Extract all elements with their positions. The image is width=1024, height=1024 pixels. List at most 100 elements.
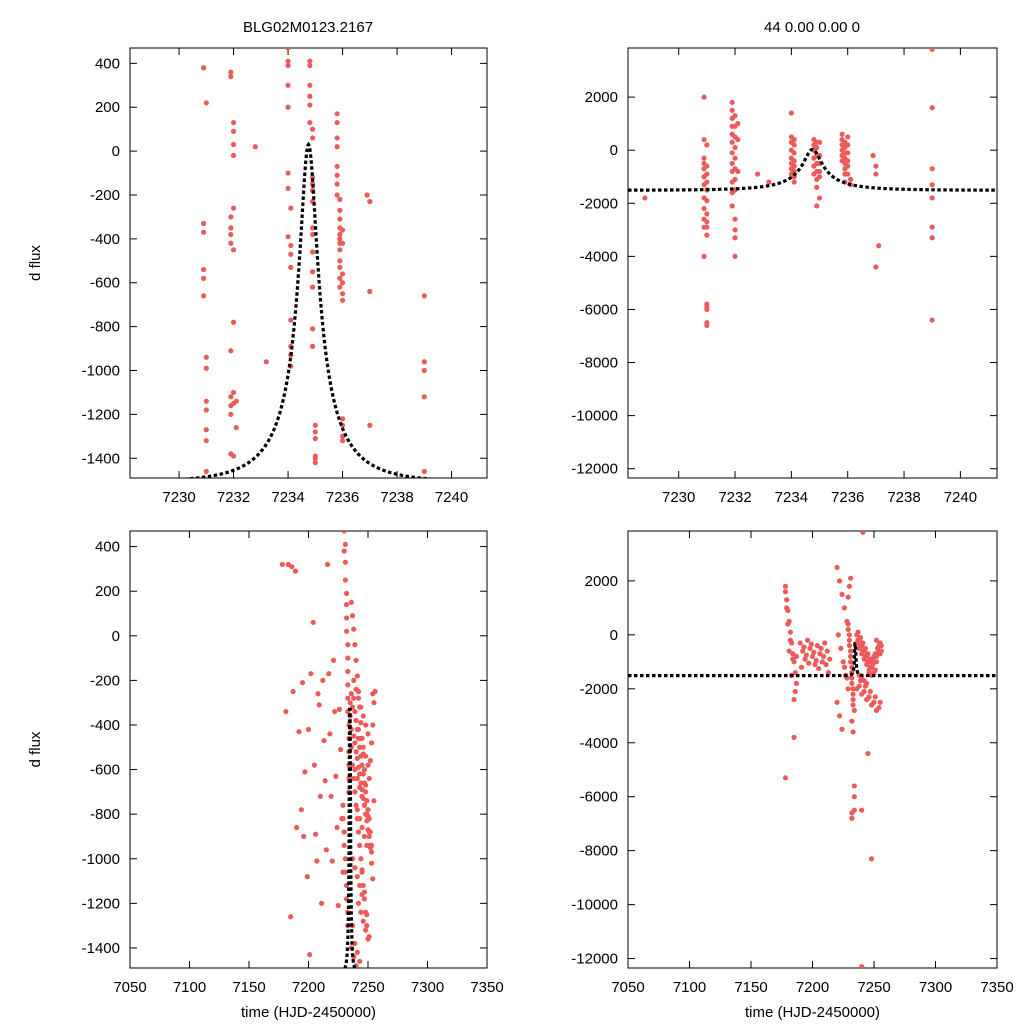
- data-point: [792, 670, 798, 676]
- data-point: [784, 605, 790, 611]
- data-point: [351, 626, 357, 632]
- data-point: [358, 735, 364, 741]
- data-point: [817, 651, 823, 657]
- data-point: [421, 293, 427, 299]
- y-tick-label: -8000: [580, 355, 618, 372]
- data-point: [704, 224, 710, 230]
- data-point: [314, 858, 320, 864]
- data-point: [290, 688, 296, 695]
- data-point: [339, 227, 346, 233]
- x-tick-label: 7240: [944, 489, 977, 506]
- y-tick-label: -6000: [580, 789, 618, 806]
- data-point: [421, 468, 427, 475]
- data-point: [367, 842, 373, 848]
- data-point: [876, 648, 882, 654]
- y-tick-label: -2000: [580, 195, 618, 212]
- data-point: [228, 240, 234, 246]
- y-axis-label: d flux: [27, 731, 44, 767]
- data-point: [791, 163, 797, 169]
- data-point: [811, 649, 817, 655]
- data-point: [868, 856, 875, 862]
- data-point: [704, 163, 710, 169]
- data-point: [366, 775, 372, 782]
- data-point: [309, 284, 316, 290]
- data-point: [200, 275, 207, 281]
- data-point: [802, 656, 808, 662]
- data-point: [370, 722, 376, 728]
- x-tick-label: 7234: [271, 489, 304, 506]
- data-point: [876, 243, 882, 249]
- data-point: [337, 231, 343, 238]
- data-point: [355, 829, 362, 835]
- x-tick-label: 7300: [411, 979, 444, 996]
- x-tick-label: 7238: [887, 489, 920, 506]
- data-point: [704, 306, 710, 313]
- data-point: [704, 219, 710, 225]
- data-point: [361, 766, 368, 773]
- y-tick-label: -8000: [580, 843, 618, 860]
- data-point: [791, 150, 797, 156]
- data-point: [846, 637, 853, 643]
- data-point: [364, 923, 370, 929]
- data-point: [307, 93, 313, 99]
- data-point: [421, 367, 427, 374]
- data-point: [701, 253, 707, 259]
- data-point: [326, 671, 332, 677]
- data-point: [929, 182, 935, 188]
- data-point: [860, 648, 866, 654]
- data-point: [203, 468, 209, 475]
- data-point: [929, 235, 935, 241]
- data-point: [200, 65, 207, 71]
- panel-top_left: 400 200 0 -200 -400 -600 -800 -1000 -1200 -1400 72…: [27, 47, 488, 506]
- data-point: [870, 152, 876, 159]
- data-point: [849, 675, 855, 681]
- x-tick-label: 7234: [775, 489, 808, 506]
- data-point: [200, 220, 207, 227]
- data-point: [312, 422, 318, 428]
- data-point: [824, 648, 830, 654]
- data-point: [847, 176, 854, 182]
- data-point: [337, 284, 343, 290]
- data-point: [352, 740, 358, 746]
- right-title: 44 0.00 0.00 0: [764, 19, 860, 36]
- data-point: [877, 640, 883, 646]
- data-point: [311, 762, 318, 768]
- data-point: [729, 139, 735, 145]
- x-tick-label: 7100: [673, 979, 706, 996]
- data-point: [333, 773, 339, 779]
- data-point: [782, 775, 789, 781]
- data-point: [327, 731, 333, 737]
- data-point: [766, 179, 772, 185]
- data-point: [338, 746, 344, 753]
- data-point: [848, 659, 854, 665]
- plot-frame: [129, 530, 488, 969]
- data-point: [348, 599, 354, 605]
- data-point: [729, 160, 735, 167]
- data-point: [360, 744, 366, 750]
- y-tick-label: -10000: [571, 897, 618, 914]
- data-point: [732, 227, 738, 233]
- data-point: [359, 891, 365, 898]
- data-point: [729, 107, 735, 113]
- data-point: [867, 688, 873, 695]
- data-point: [305, 726, 312, 733]
- data-point: [363, 782, 369, 788]
- data-point: [732, 176, 738, 182]
- data-point: [228, 348, 234, 354]
- data-point: [334, 111, 340, 117]
- data-point: [334, 119, 340, 126]
- data-point: [354, 775, 360, 782]
- data-point: [288, 317, 294, 323]
- data-point: [288, 914, 294, 920]
- data-point: [845, 621, 851, 627]
- data-point: [735, 168, 741, 175]
- data-point: [845, 158, 851, 164]
- data-point: [285, 82, 291, 88]
- y-tick-label: 0: [610, 142, 618, 159]
- data-point: [341, 842, 347, 848]
- data-point: [845, 142, 851, 148]
- data-point: [357, 882, 363, 889]
- data-point: [352, 789, 358, 795]
- data-point: [729, 150, 735, 156]
- data-point: [233, 424, 239, 431]
